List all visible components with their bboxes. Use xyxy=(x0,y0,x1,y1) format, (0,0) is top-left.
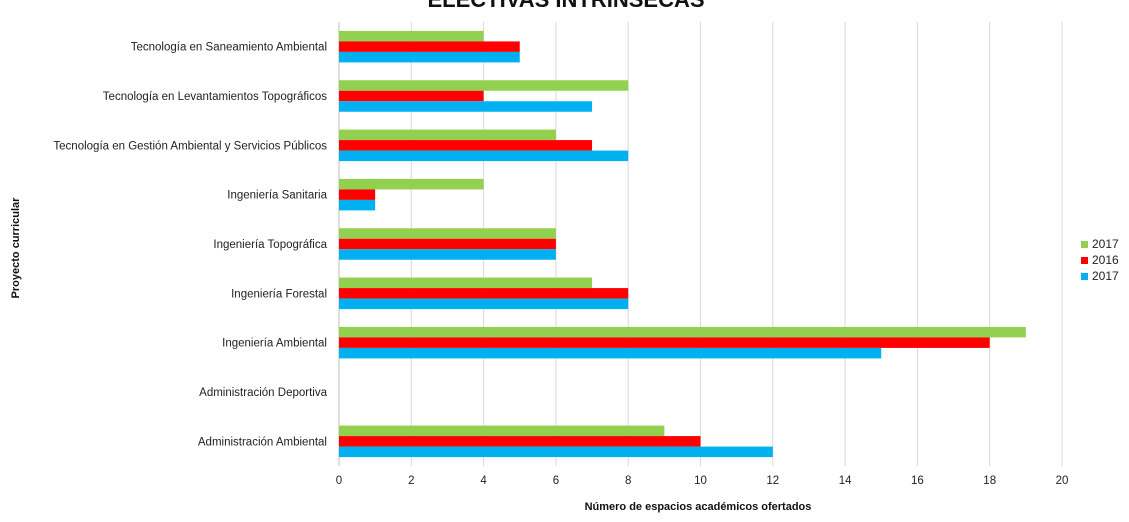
x-tick-label: 2 xyxy=(408,475,414,487)
x-tick-label: 10 xyxy=(694,475,707,487)
x-tick-label: 4 xyxy=(480,475,487,487)
x-tick-label: 0 xyxy=(336,475,342,487)
legend-swatch xyxy=(1081,273,1088,280)
x-tick-label: 20 xyxy=(1056,475,1069,487)
bar xyxy=(339,326,1026,338)
bar xyxy=(339,189,376,200)
x-tick-labels: 0 2 4 6 8 10 12 14 16 18 20 xyxy=(336,475,1069,487)
bar xyxy=(339,298,629,310)
bar xyxy=(339,80,629,91)
x-tick-label: 8 xyxy=(625,475,631,487)
category-label: Administración Ambiental xyxy=(198,436,327,448)
x-tick-label: 16 xyxy=(911,475,924,487)
legend-swatch xyxy=(1081,257,1088,264)
bar xyxy=(339,90,484,102)
category-label: Ingeniería Ambiental xyxy=(222,338,327,350)
category-label: Tecnología en Saneamiento Ambiental xyxy=(131,42,327,54)
bar xyxy=(339,337,990,348)
bar xyxy=(339,228,556,239)
legend: 2017 2016 2017 xyxy=(1081,237,1119,283)
bar xyxy=(339,30,484,42)
bar xyxy=(339,51,520,63)
legend-label: 2016 xyxy=(1092,253,1119,267)
bar xyxy=(339,425,665,437)
bar xyxy=(339,129,556,141)
chart-title: ELECTIVAS INTRÍNSECAS xyxy=(427,0,704,12)
bar xyxy=(339,140,593,151)
x-tick-label: 18 xyxy=(983,475,996,487)
category-label: Tecnología en Gestión Ambiental y Servic… xyxy=(53,140,327,152)
bar xyxy=(339,238,556,250)
x-tick-label: 6 xyxy=(553,475,559,487)
category-label: Administración Deportiva xyxy=(199,387,327,399)
x-tick-label: 14 xyxy=(839,475,852,487)
bars xyxy=(339,30,1026,458)
bar xyxy=(339,249,556,260)
category-label: Ingeniería Sanitaria xyxy=(227,190,327,202)
category-label: Ingeniería Topográfica xyxy=(213,239,327,251)
bar xyxy=(339,178,484,190)
bar xyxy=(339,277,593,289)
bar xyxy=(339,101,593,112)
bar xyxy=(339,41,520,52)
x-axis-label: Número de espacios académicos ofertados xyxy=(585,501,812,513)
legend-swatch xyxy=(1081,241,1088,248)
bar xyxy=(339,446,773,458)
x-tick-label: 12 xyxy=(766,475,779,487)
bar xyxy=(339,436,701,447)
category-labels: Tecnología en Saneamiento Ambiental Tecno… xyxy=(53,42,327,449)
bar xyxy=(339,288,629,299)
bar xyxy=(339,150,629,162)
category-label: Tecnología en Levantamientos Topográfico… xyxy=(103,91,327,103)
bar xyxy=(339,199,376,211)
category-label: Ingeniería Forestal xyxy=(231,288,327,300)
y-axis-label: Proyecto curricular xyxy=(10,197,22,299)
bar xyxy=(339,347,882,359)
legend-label: 2017 xyxy=(1092,269,1119,283)
legend-label: 2017 xyxy=(1092,237,1119,251)
